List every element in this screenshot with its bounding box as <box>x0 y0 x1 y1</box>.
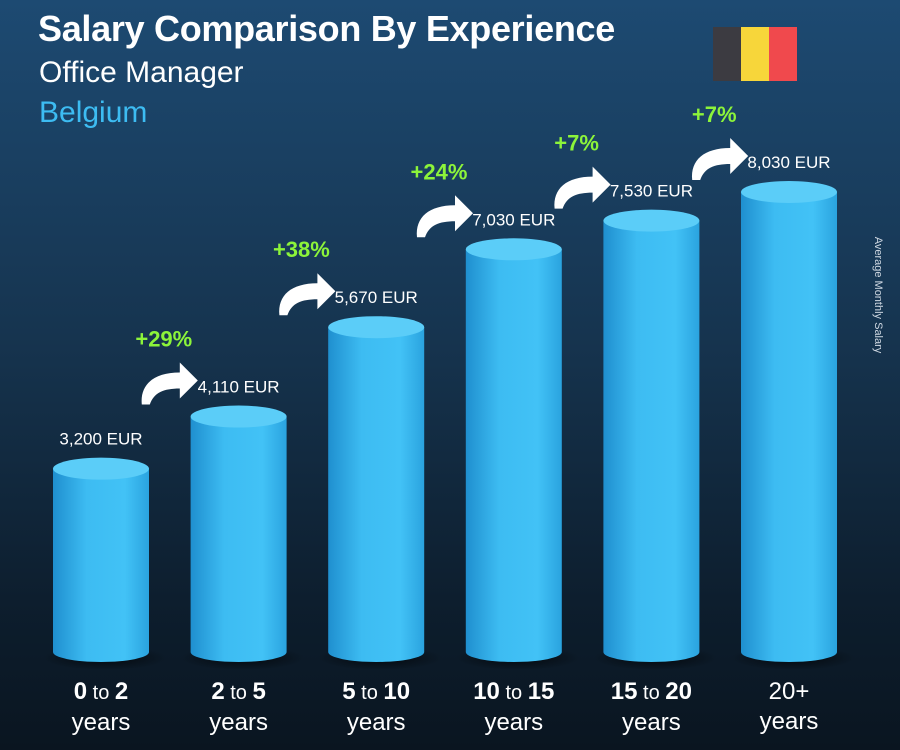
bar-value-label: 7,530 EUR <box>610 182 693 201</box>
x-tick-label: 5 to 10 years <box>342 678 411 736</box>
bar-top <box>328 316 425 339</box>
bar-value-label: 8,030 EUR <box>747 153 830 172</box>
bar-value-label: 4,110 EUR <box>198 378 280 397</box>
flag-stripe-black <box>713 27 741 81</box>
bar <box>53 468 149 662</box>
belgium-flag-icon <box>713 27 797 81</box>
bar <box>465 249 562 663</box>
bar-top <box>465 238 562 261</box>
increase-percent: +29% <box>135 327 192 352</box>
increase-arrow-icon <box>692 138 749 180</box>
x-tick-label: 10 to 15 years <box>473 678 555 736</box>
increase-arrow-icon <box>554 166 611 209</box>
bar <box>328 327 425 663</box>
bar <box>741 192 837 662</box>
x-tick-label: 2 to 5 years <box>209 678 268 736</box>
increase-percent: +24% <box>411 159 468 184</box>
bar-value-label: 5,670 EUR <box>335 288 418 307</box>
increase-arrow-icon <box>279 273 336 316</box>
x-tick-label: 20+ years <box>759 678 819 735</box>
x-tick-label: 15 to 20 years <box>610 678 692 736</box>
x-tick-label: 0 to 2 years <box>71 678 131 736</box>
country-name: Belgium <box>39 96 148 129</box>
increase-arrow-icon <box>141 362 198 405</box>
flag-stripe-red <box>769 27 797 81</box>
bar-top <box>741 181 837 203</box>
increase-arrow-icon <box>416 195 473 238</box>
bar-value-label: 3,200 EUR <box>59 430 142 449</box>
chart-title: Salary Comparison By Experience <box>38 8 615 49</box>
increase-percent: +7% <box>554 131 599 156</box>
flag-stripe-yellow <box>741 27 769 81</box>
bar-top <box>603 209 700 232</box>
bar <box>603 220 700 663</box>
bar-top <box>53 457 149 480</box>
increase-percent: +38% <box>273 237 330 262</box>
increase-percent: +7% <box>692 102 737 127</box>
job-title: Office Manager <box>39 56 244 89</box>
bar-value-label: 7,030 EUR <box>472 210 555 229</box>
bar-top <box>190 405 287 428</box>
bar <box>190 416 287 663</box>
